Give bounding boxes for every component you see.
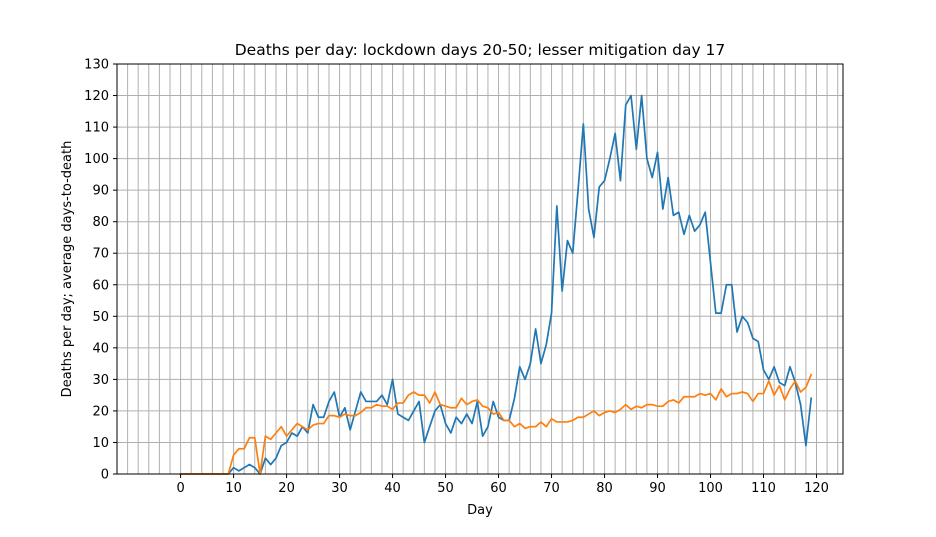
series-layer bbox=[179, 94, 813, 475]
y-tick-label: 20 bbox=[92, 404, 109, 419]
y-tick-label: 120 bbox=[84, 89, 109, 104]
chart-title: Deaths per day: lockdown days 20-50; les… bbox=[235, 41, 726, 59]
x-tick-label: 110 bbox=[751, 481, 776, 496]
y-tick-label: 110 bbox=[84, 121, 109, 136]
series-line-1 bbox=[179, 94, 813, 475]
y-tick-label: 90 bbox=[92, 184, 109, 199]
y-tick-label: 100 bbox=[84, 152, 109, 167]
y-tick-label: 60 bbox=[92, 278, 109, 293]
y-tick-label: 70 bbox=[92, 247, 109, 262]
y-tick-label: 0 bbox=[101, 468, 109, 483]
y-tick-label: 10 bbox=[92, 436, 109, 451]
x-tick-label: 50 bbox=[437, 481, 454, 496]
x-tick-label: 20 bbox=[278, 481, 295, 496]
y-tick-label: 80 bbox=[92, 215, 109, 230]
plot-frame bbox=[116, 63, 844, 475]
x-tick-label: 90 bbox=[649, 481, 666, 496]
x-tick-label: 60 bbox=[490, 481, 507, 496]
y-axis-label: Deaths per day; average days-to-death bbox=[60, 141, 75, 398]
x-tick-label: 70 bbox=[543, 481, 560, 496]
x-tick-label: 40 bbox=[384, 481, 401, 496]
y-tick-label: 130 bbox=[84, 58, 109, 73]
x-tick-label: 10 bbox=[225, 481, 242, 496]
x-tick-label: 80 bbox=[596, 481, 613, 496]
x-tick-label: 30 bbox=[331, 481, 348, 496]
x-axis-label: Day bbox=[467, 503, 493, 518]
series-line-2 bbox=[179, 373, 813, 475]
y-tick-label: 50 bbox=[92, 310, 109, 325]
tick-layer: 0 10 20 30 40 50 60 70 80 90 100 110 120 0 10 20 30 40 50 6… bbox=[84, 58, 829, 497]
x-tick-label: 0 bbox=[176, 481, 184, 496]
y-tick-label: 30 bbox=[92, 373, 109, 388]
x-tick-label: 120 bbox=[804, 481, 829, 496]
y-tick-label: 40 bbox=[92, 341, 109, 356]
x-tick-label: 100 bbox=[698, 481, 723, 496]
